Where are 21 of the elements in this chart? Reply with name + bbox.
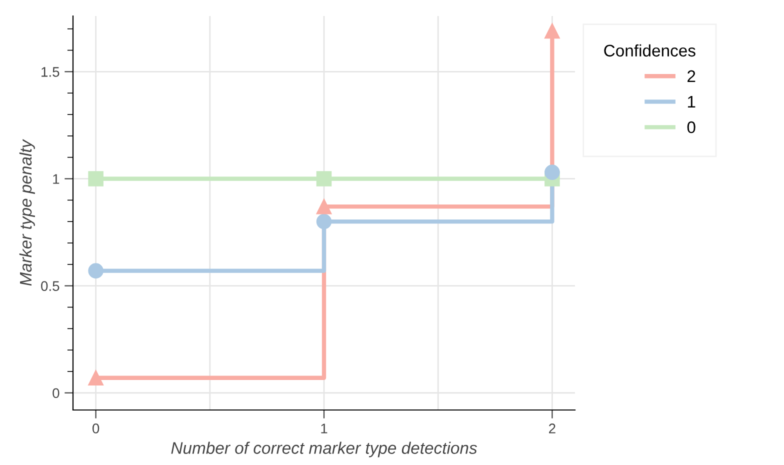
legend-label: 2: [688, 70, 696, 82]
point: [544, 23, 560, 39]
point: [88, 171, 104, 186]
y-tick-label: 1: [53, 174, 60, 184]
y-tick-label: 0.5: [41, 281, 60, 291]
x-tick-label: 2: [549, 424, 556, 434]
legend-title: Confidences: [604, 44, 696, 57]
point: [316, 171, 332, 186]
legend-label: 0: [687, 121, 696, 134]
y-tick-label: 1.5: [42, 67, 60, 77]
y-tick-label: 0: [52, 388, 60, 398]
point: [88, 370, 104, 386]
legend-label: 1: [688, 96, 696, 108]
point: [316, 198, 332, 214]
x-tick-label: 1: [321, 424, 328, 434]
point: [544, 164, 560, 180]
point: [88, 263, 104, 278]
point: [316, 214, 332, 230]
y-axis-title: Marker type penalty: [19, 138, 35, 286]
x-tick-label: 0: [92, 424, 100, 434]
x-axis-title: Number of correct marker type detections: [171, 442, 477, 458]
